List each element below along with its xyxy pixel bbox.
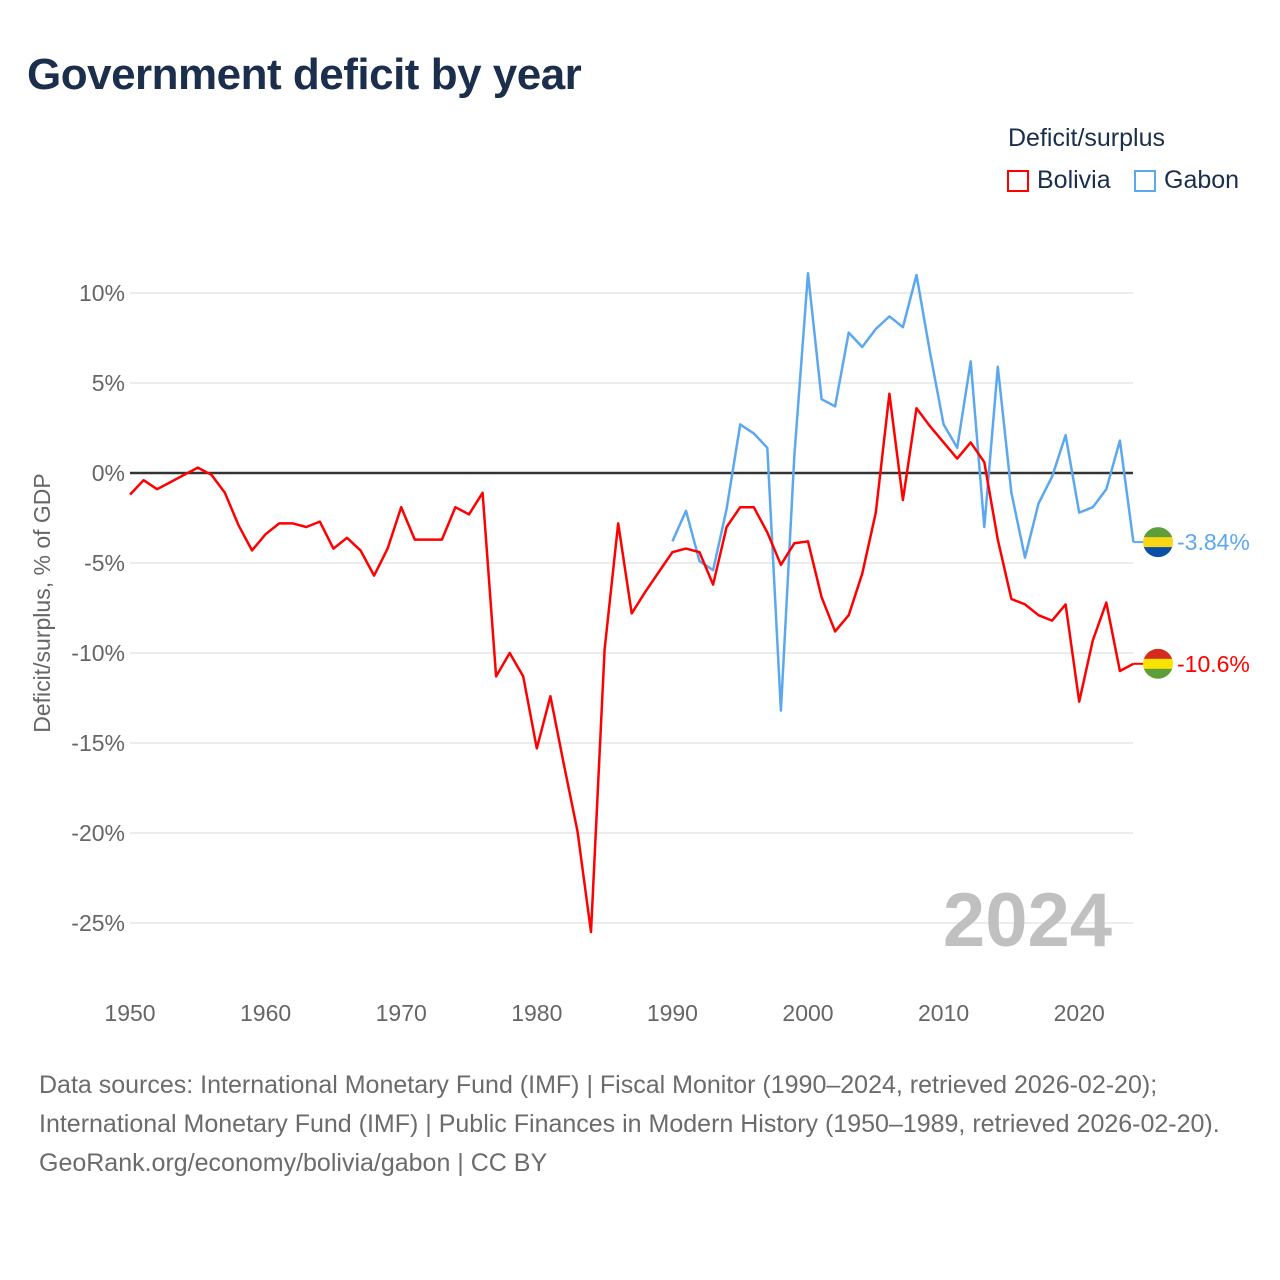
bolivia-flag-icon bbox=[1143, 668, 1173, 679]
y-axis-label: Deficit/surplus, % of GDP bbox=[29, 473, 55, 732]
footer: Data sources: International Monetary Fun… bbox=[39, 1066, 1249, 1183]
y-tick-label: 0% bbox=[92, 460, 125, 486]
x-tick-label: 2020 bbox=[1054, 1000, 1105, 1026]
y-tick-label: -15% bbox=[71, 730, 125, 756]
credit-link[interactable]: GeoRank.org/economy/bolivia/gabon | CC B… bbox=[39, 1149, 548, 1177]
y-tick-label: 5% bbox=[92, 370, 125, 396]
y-tick-label: -5% bbox=[84, 550, 125, 576]
y-tick-label: -10% bbox=[71, 640, 125, 666]
legend-label: Gabon bbox=[1164, 166, 1240, 194]
legend-item-bolivia[interactable]: Bolivia bbox=[1007, 166, 1111, 195]
legend-swatch-bolivia bbox=[1007, 169, 1029, 192]
series-line-gabon bbox=[671, 271, 1135, 712]
data-sources: Data sources: International Monetary Fun… bbox=[39, 1071, 1220, 1138]
legend-swatch-gabon bbox=[1134, 169, 1156, 192]
year-watermark: 2024 bbox=[943, 878, 1112, 963]
x-tick-label: 1950 bbox=[104, 1000, 155, 1026]
x-tick-label: 1990 bbox=[647, 1000, 698, 1026]
legend-label: Bolivia bbox=[1037, 166, 1111, 194]
x-tick-label: 2000 bbox=[782, 1000, 833, 1026]
bolivia-flag-icon bbox=[1143, 658, 1173, 670]
end-value-label: -10.6% bbox=[1177, 651, 1250, 677]
y-tick-label: -20% bbox=[71, 820, 125, 846]
bolivia-flag-icon bbox=[1143, 648, 1173, 660]
y-tick-label: 10% bbox=[79, 280, 125, 306]
chart-title: Government deficit by year bbox=[27, 50, 582, 99]
x-tick-label: 2010 bbox=[918, 1000, 969, 1026]
gabon-flag-icon bbox=[1143, 547, 1173, 558]
x-tick-label: 1980 bbox=[511, 1000, 562, 1026]
x-tick-label: 1960 bbox=[240, 1000, 291, 1026]
series-line-bolivia bbox=[129, 392, 1134, 934]
y-tick-label: -25% bbox=[71, 910, 125, 936]
end-value-label: -3.84% bbox=[1177, 529, 1250, 555]
legend-title: Deficit/surplus bbox=[1008, 124, 1165, 152]
gabon-flag-icon bbox=[1143, 537, 1173, 548]
gabon-flag-icon bbox=[1143, 527, 1173, 538]
x-tick-label: 1970 bbox=[376, 1000, 427, 1026]
legend-item-gabon[interactable]: Gabon bbox=[1134, 166, 1239, 195]
